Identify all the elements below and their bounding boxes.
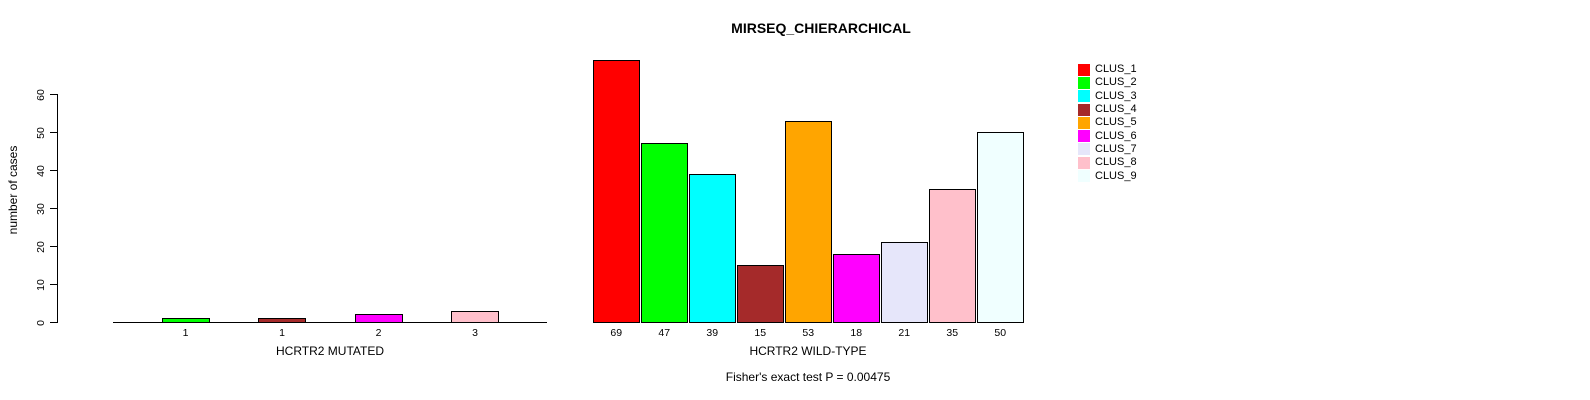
bar-category-label: 50 [994, 327, 1007, 339]
legend: CLUS_1 CLUS_2 CLUS_3 CLUS_4 CLUS_5 CLUS_6 CLUS… [1078, 63, 1137, 183]
bar-category-label: 39 [706, 327, 719, 339]
bar-category-label: 35 [946, 327, 959, 339]
chart-title: MIRSEQ_CHIERARCHICAL [731, 20, 911, 36]
bar-category-label: 1 [279, 327, 285, 339]
y-tick [50, 284, 57, 285]
legend-label: CLUS_8 [1095, 156, 1137, 169]
legend-swatch [1078, 130, 1090, 143]
bar [833, 253, 880, 323]
x-axis-line [113, 322, 547, 323]
legend-item: CLUS_1 [1078, 63, 1137, 76]
x-axis-label-mutated: HCRTR2 MUTATED [276, 344, 384, 358]
bar [929, 189, 976, 323]
y-tick [50, 322, 57, 323]
legend-item: CLUS_6 [1078, 129, 1137, 143]
bar [354, 314, 403, 323]
legend-label: CLUS_2 [1095, 76, 1137, 89]
legend-item: CLUS_9 [1078, 169, 1137, 183]
bar-category-label: 69 [610, 327, 623, 339]
legend-item: CLUS_7 [1078, 143, 1137, 156]
fisher-test-annotation: Fisher's exact test P = 0.00475 [725, 370, 891, 384]
legend-label: CLUS_6 [1095, 129, 1137, 142]
bar [161, 318, 210, 323]
bar-category-label: 1 [182, 327, 189, 339]
bar-category-label: 2 [375, 327, 382, 339]
bar [977, 132, 1024, 323]
legend-swatch [1078, 143, 1090, 156]
legend-label: CLUS_5 [1095, 116, 1137, 129]
bar-category-label: 21 [898, 327, 911, 339]
bar [451, 310, 499, 323]
legend-item: CLUS_2 [1078, 76, 1137, 89]
bar-category-label: 15 [754, 327, 767, 339]
y-axis-line [57, 94, 58, 323]
y-tick [50, 132, 57, 133]
bar [593, 59, 640, 323]
bar [737, 265, 784, 323]
legend-swatch [1078, 170, 1090, 183]
legend-label: CLUS_9 [1095, 169, 1137, 182]
legend-label: CLUS_7 [1095, 142, 1137, 155]
legend-label: CLUS_1 [1095, 63, 1137, 76]
legend-swatch [1078, 103, 1090, 116]
bar-category-label: 47 [658, 327, 671, 339]
bar [689, 173, 736, 323]
legend-item: CLUS_8 [1078, 156, 1137, 169]
y-tick [50, 208, 57, 209]
bar-category-label: 3 [472, 327, 478, 339]
legend-swatch [1078, 116, 1090, 129]
legend-swatch [1078, 63, 1090, 76]
legend-swatch [1078, 90, 1090, 103]
legend-label: CLUS_3 [1095, 89, 1137, 102]
legend-swatch [1078, 156, 1090, 169]
legend-item: CLUS_5 [1078, 116, 1137, 129]
bar [258, 318, 306, 323]
legend-label: CLUS_4 [1095, 103, 1137, 116]
legend-item: CLUS_3 [1078, 90, 1137, 103]
bar [785, 120, 832, 323]
bar-category-label: 53 [802, 327, 815, 339]
legend-swatch [1078, 76, 1090, 89]
bar [641, 143, 688, 323]
y-tick [50, 94, 57, 95]
y-tick [50, 170, 57, 171]
bar [881, 242, 928, 323]
legend-item: CLUS_4 [1078, 103, 1137, 116]
x-axis-label-wild-type: HCRTR2 WILD-TYPE [749, 344, 867, 358]
bar-category-label: 18 [850, 327, 863, 339]
y-tick [50, 246, 57, 247]
